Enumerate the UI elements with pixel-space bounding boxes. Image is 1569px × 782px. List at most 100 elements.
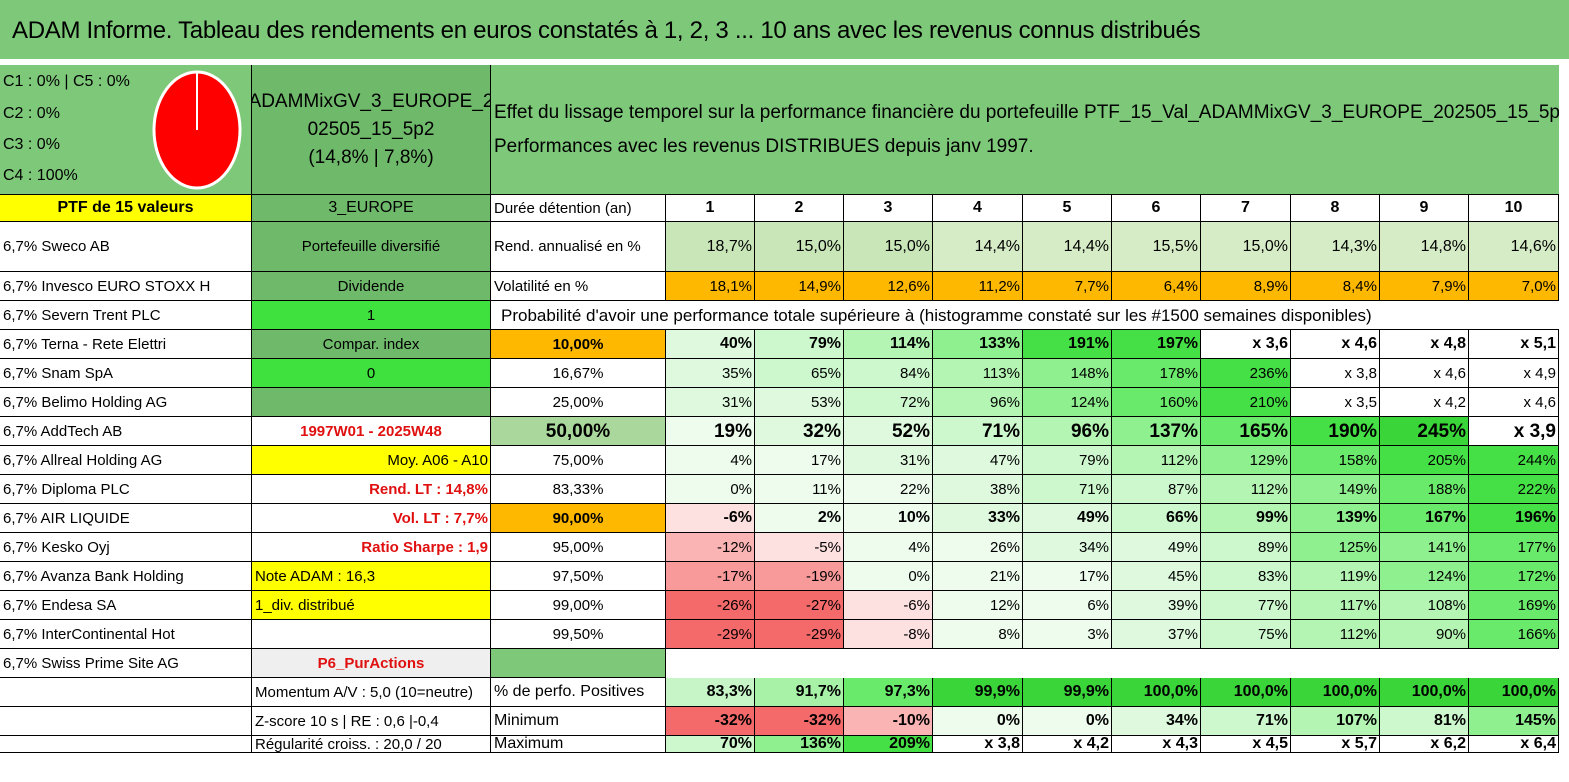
probability-value: 222%	[1469, 475, 1559, 504]
rend-value: 14,3%	[1291, 222, 1380, 272]
probability-value: 39%	[1112, 591, 1201, 620]
vol-value: 6,4%	[1112, 272, 1201, 301]
probability-threshold: 90,00%	[491, 504, 666, 533]
probability-value: 71%	[933, 417, 1023, 446]
footer-value: 99,9%	[1023, 678, 1112, 707]
probability-value: 125%	[1291, 533, 1380, 562]
year-header: 9	[1380, 195, 1469, 222]
probability-value: 139%	[1291, 504, 1380, 533]
vol-value: 8,4%	[1291, 272, 1380, 301]
page-title: ADAM Informe. Tableau des rendements en …	[0, 0, 1569, 62]
year-header: 8	[1291, 195, 1380, 222]
footer-value: x 4,5	[1201, 736, 1291, 753]
footer-value: 209%	[844, 736, 933, 753]
holding-side-info: Dividende	[252, 272, 491, 301]
probability-value: 205%	[1380, 446, 1469, 475]
vol-value: 7,0%	[1469, 272, 1559, 301]
probability-value: 31%	[844, 446, 933, 475]
vol-label: Volatilité en %	[491, 272, 666, 301]
footer-value: 0%	[933, 707, 1023, 736]
vol-value: 8,9%	[1201, 272, 1291, 301]
holding-side-info: Compar. index	[252, 330, 491, 359]
probability-value: 137%	[1112, 417, 1201, 446]
holding-name: 6,7% AIR LIQUIDE	[0, 504, 252, 533]
probability-value: 117%	[1291, 591, 1380, 620]
probability-value: 0%	[844, 562, 933, 591]
probability-value: 47%	[933, 446, 1023, 475]
vol-value: 12,6%	[844, 272, 933, 301]
footer-value: 145%	[1469, 707, 1559, 736]
footer-value: 0%	[1023, 707, 1112, 736]
probability-value: x 4,6	[1469, 388, 1559, 417]
probability-value: -6%	[666, 504, 755, 533]
probability-value: 188%	[1380, 475, 1469, 504]
probability-value: 160%	[1112, 388, 1201, 417]
year-header: 1	[666, 195, 755, 222]
footer-value: x 5,7	[1291, 736, 1380, 753]
probability-value: x 4,6	[1380, 359, 1469, 388]
footer-value: 100,0%	[1112, 678, 1201, 707]
probability-value: 158%	[1291, 446, 1380, 475]
footer-value: 136%	[755, 736, 844, 753]
probability-value: 172%	[1469, 562, 1559, 591]
probability-header: Probabilité d'avoir une performance tota…	[491, 301, 1559, 330]
probability-value: -5%	[755, 533, 844, 562]
footer-label: % de perfo. Positives	[491, 678, 666, 707]
probability-value: 19%	[666, 417, 755, 446]
probability-value: -29%	[666, 620, 755, 649]
holding-side-info: 1997W01 - 2025W48	[252, 417, 491, 446]
probability-value: 96%	[1023, 417, 1112, 446]
holding-name: 6,7% Terna - Rete Elettri	[0, 330, 252, 359]
effect-description: Effet du lissage temporel sur la perform…	[491, 65, 1559, 195]
spacer-cell	[491, 649, 666, 678]
footer-label: Minimum	[491, 707, 666, 736]
year-header: 6	[1112, 195, 1201, 222]
probability-value: 210%	[1201, 388, 1291, 417]
probability-value: 148%	[1023, 359, 1112, 388]
allocation-c3: C3 : 0%	[3, 136, 60, 153]
probability-value: -29%	[755, 620, 844, 649]
probability-threshold: 99,00%	[491, 591, 666, 620]
holding-name: 6,7% Kesko Oyj	[0, 533, 252, 562]
probability-value: 17%	[1023, 562, 1112, 591]
holding-side-info	[252, 620, 491, 649]
probability-value: 49%	[1112, 533, 1201, 562]
probability-value: 52%	[844, 417, 933, 446]
holding-side-info: 1_div. distribué	[252, 591, 491, 620]
holding-name: 6,7% Endesa SA	[0, 591, 252, 620]
probability-value: 133%	[933, 330, 1023, 359]
probability-value: x 4,9	[1469, 359, 1559, 388]
footer-empty	[0, 736, 252, 753]
footer-info: Régularité croiss. : 20,0 / 20	[252, 736, 491, 753]
probability-value: 166%	[1469, 620, 1559, 649]
probability-value: 4%	[666, 446, 755, 475]
rend-value: 15,0%	[844, 222, 933, 272]
probability-value: 167%	[1380, 504, 1469, 533]
probability-value: -19%	[755, 562, 844, 591]
rend-value: 14,6%	[1469, 222, 1559, 272]
allocation-c4: C4 : 100%	[3, 167, 78, 184]
fund-stats: (14,8% | 7,8%)	[308, 146, 434, 168]
rend-value: 15,0%	[1201, 222, 1291, 272]
rend-value: 15,5%	[1112, 222, 1201, 272]
rend-value: 15,0%	[755, 222, 844, 272]
effect-line2: Performances avec les revenus DISTRIBUES…	[494, 135, 1034, 157]
probability-value: 112%	[1112, 446, 1201, 475]
footer-value: 100,0%	[1469, 678, 1559, 707]
probability-value: x 3,6	[1201, 330, 1291, 359]
probability-threshold: 95,00%	[491, 533, 666, 562]
probability-value: 4%	[844, 533, 933, 562]
footer-value: 97,3%	[844, 678, 933, 707]
allocation-panel: C1 : 0% | C5 : 0% C2 : 0% C3 : 0% C4 : 1…	[0, 65, 252, 195]
probability-value: 112%	[1201, 475, 1291, 504]
probability-value: 90%	[1380, 620, 1469, 649]
vol-value: 14,9%	[755, 272, 844, 301]
vol-value: 18,1%	[666, 272, 755, 301]
allocation-c1-c5: C1 : 0% | C5 : 0%	[3, 73, 130, 90]
probability-value: 33%	[933, 504, 1023, 533]
probability-value: 191%	[1023, 330, 1112, 359]
probability-value: 83%	[1201, 562, 1291, 591]
effect-line1: Effet du lissage temporel sur la perform…	[494, 101, 1559, 123]
holding-side-info: Rend. LT : 14,8%	[252, 475, 491, 504]
probability-value: 37%	[1112, 620, 1201, 649]
